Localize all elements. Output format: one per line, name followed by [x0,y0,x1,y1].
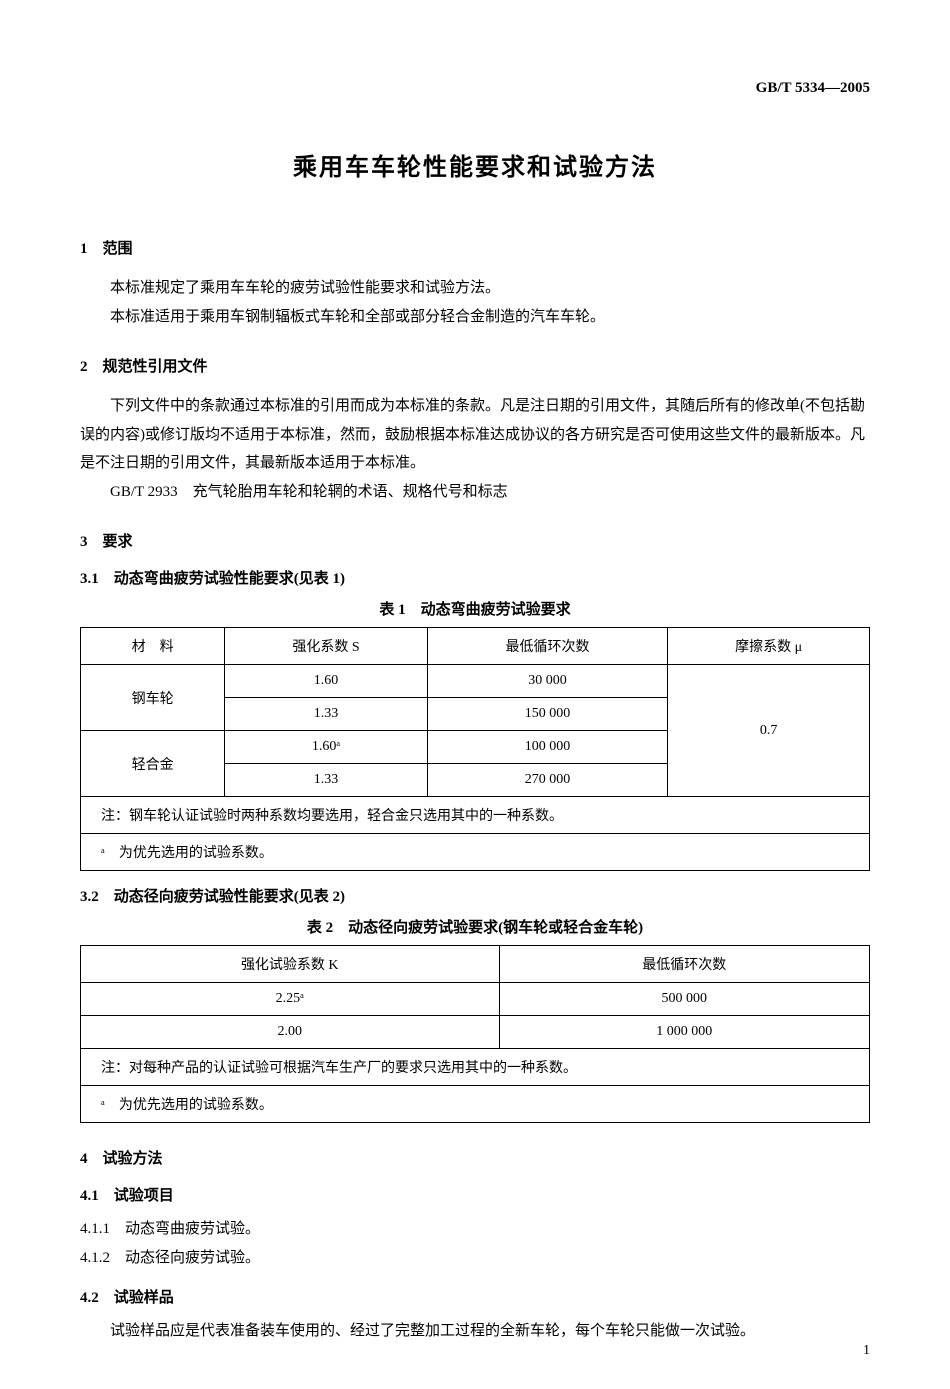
section-3-1-heading: 3.1 动态弯曲疲劳试验性能要求(见表 1) [80,567,870,588]
table-row: 强化试验系数 K 最低循环次数 [81,946,870,983]
table-cell: 30 000 [427,665,668,698]
table-cell: 1.33 [225,698,427,731]
header-standard-code: GB/T 5334—2005 [80,80,870,97]
section-4-1-1: 4.1.1 动态弯曲疲劳试验。 [80,1215,870,1244]
table-footnote-cell: ᵃ 为优先选用的试验系数。 [81,1086,870,1123]
table-header-cell: 最低循环次数 [427,628,668,665]
table-header-cell: 摩擦系数 μ [668,628,870,665]
table-1: 材 料 强化系数 S 最低循环次数 摩擦系数 μ 钢车轮 1.60 30 000… [80,627,870,871]
section-1-para-2: 本标准适用于乘用车钢制辐板式车轮和全部或部分轻合金制造的汽车车轮。 [80,303,870,332]
table-2-caption: 表 2 动态径向疲劳试验要求(钢车轮或轻合金车轮) [80,916,870,937]
table-cell: 270 000 [427,764,668,797]
table-cell: 100 000 [427,731,668,764]
table-header-cell: 强化试验系数 K [81,946,500,983]
table-footnote-row: ᵃ 为优先选用的试验系数。 [81,1086,870,1123]
table-note-row: 注：钢车轮认证试验时两种系数均要选用，轻合金只选用其中的一种系数。 [81,797,870,834]
section-4-2-para-1: 试验样品应是代表准备装车使用的、经过了完整加工过程的全新车轮，每个车轮只能做一次… [80,1317,870,1346]
document-title: 乘用车车轮性能要求和试验方法 [80,147,870,182]
section-2-para-1: 下列文件中的条款通过本标准的引用而成为本标准的条款。凡是注日期的引用文件，其随后… [80,392,870,478]
table-header-cell: 最低循环次数 [499,946,869,983]
table-cell: 2.25ᵃ [81,983,500,1016]
table-cell: 钢车轮 [81,665,225,731]
section-4-1-2: 4.1.2 动态径向疲劳试验。 [80,1244,870,1273]
table-cell: 轻合金 [81,731,225,797]
table-row: 2.25ᵃ 500 000 [81,983,870,1016]
table-cell: 1 000 000 [499,1016,869,1049]
page-number: 1 [863,1343,870,1359]
section-3-heading: 3 要求 [80,530,870,551]
table-header-cell: 强化系数 S [225,628,427,665]
table-cell: 1.33 [225,764,427,797]
table-note-row: 注：对每种产品的认证试验可根据汽车生产厂的要求只选用其中的一种系数。 [81,1049,870,1086]
table-cell: 0.7 [668,665,870,797]
table-2: 强化试验系数 K 最低循环次数 2.25ᵃ 500 000 2.00 1 000… [80,945,870,1123]
table-cell: 1.60ᵃ [225,731,427,764]
table-note-cell: 注：对每种产品的认证试验可根据汽车生产厂的要求只选用其中的一种系数。 [81,1049,870,1086]
section-4-1-heading: 4.1 试验项目 [80,1184,870,1205]
section-4-2-heading: 4.2 试验样品 [80,1286,870,1307]
table-row: 钢车轮 1.60 30 000 0.7 [81,665,870,698]
table-header-cell: 材 料 [81,628,225,665]
section-2-heading: 2 规范性引用文件 [80,355,870,376]
table-footnote-row: ᵃ 为优先选用的试验系数。 [81,834,870,871]
table-row: 2.00 1 000 000 [81,1016,870,1049]
table-1-caption: 表 1 动态弯曲疲劳试验要求 [80,598,870,619]
section-4-heading: 4 试验方法 [80,1147,870,1168]
table-cell: 2.00 [81,1016,500,1049]
table-row: 材 料 强化系数 S 最低循环次数 摩擦系数 μ [81,628,870,665]
section-2-para-2: GB/T 2933 充气轮胎用车轮和轮辋的术语、规格代号和标志 [80,478,870,507]
table-cell: 500 000 [499,983,869,1016]
table-cell: 150 000 [427,698,668,731]
section-1-para-1: 本标准规定了乘用车车轮的疲劳试验性能要求和试验方法。 [80,274,870,303]
section-3-2-heading: 3.2 动态径向疲劳试验性能要求(见表 2) [80,885,870,906]
table-note-cell: 注：钢车轮认证试验时两种系数均要选用，轻合金只选用其中的一种系数。 [81,797,870,834]
table-footnote-cell: ᵃ 为优先选用的试验系数。 [81,834,870,871]
section-1-heading: 1 范围 [80,237,870,258]
table-cell: 1.60 [225,665,427,698]
